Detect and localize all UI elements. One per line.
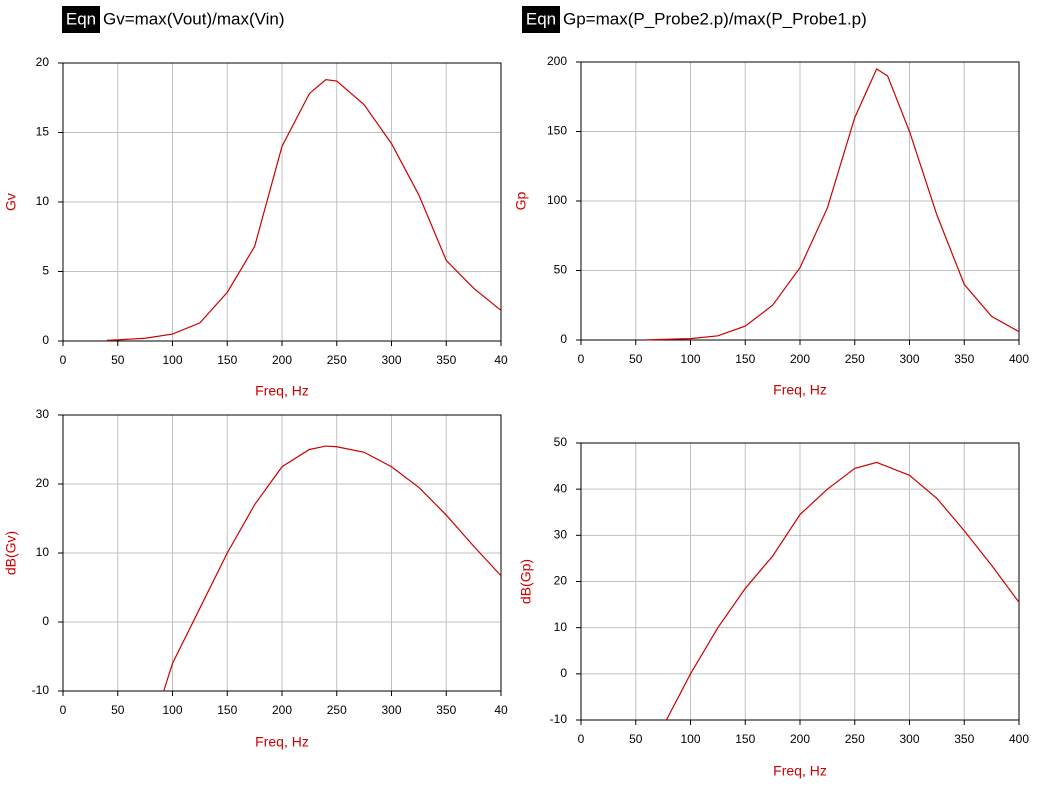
x-tick-label: 100 <box>162 703 182 717</box>
x-axis-label: Freq, Hz <box>773 382 827 398</box>
y-tick-label: 50 <box>554 263 568 277</box>
x-tick-label: 300 <box>381 703 401 717</box>
eqn-tag-box <box>522 6 560 33</box>
plot-frame <box>62 414 502 692</box>
eqn-tag-box <box>62 6 100 33</box>
x-tick-label: 300 <box>381 353 401 367</box>
plot-frame <box>580 61 1020 341</box>
y-tick-label: 15 <box>36 125 50 139</box>
x-tick-label: 150 <box>217 353 237 367</box>
x-tick-label: 50 <box>111 353 125 367</box>
curve <box>646 68 1020 341</box>
y-tick-label: 50 <box>554 435 568 449</box>
x-tick-label: 350 <box>954 732 974 746</box>
x-tick-label: 250 <box>845 352 865 366</box>
x-tick-label: 300 <box>899 732 919 746</box>
x-tick-label: 200 <box>790 732 810 746</box>
y-tick-label: 30 <box>554 528 568 542</box>
x-axis-label: Freq, Hz <box>255 734 309 750</box>
y-tick-label: 10 <box>36 545 50 559</box>
x-tick-label: 100 <box>162 353 182 367</box>
y-tick-label: 0 <box>42 333 49 347</box>
curve <box>163 445 502 692</box>
plot-frame <box>62 62 502 342</box>
x-tick-label: 200 <box>272 353 292 367</box>
y-axis-label: dB(Gp) <box>518 559 534 604</box>
x-tick-label: 400 <box>1009 732 1029 746</box>
y-tick-label: 20 <box>36 55 50 69</box>
y-tick-label: 10 <box>554 620 568 634</box>
x-tick-label: 40 <box>494 703 508 717</box>
y-tick-label: -10 <box>32 683 50 697</box>
x-tick-label: 400 <box>1009 352 1029 366</box>
x-tick-label: 200 <box>272 703 292 717</box>
y-tick-label: 0 <box>560 332 567 346</box>
x-tick-label: 100 <box>680 732 700 746</box>
x-tick-label: 0 <box>60 703 67 717</box>
y-tick-label: 100 <box>547 193 567 207</box>
eqn-tag: Eqn <box>66 9 96 28</box>
x-tick-label: 0 <box>578 732 585 746</box>
y-axis-label: Gv <box>3 193 19 211</box>
y-tick-label: 0 <box>42 614 49 628</box>
equation: Gp=max(P_Probe2.p)/max(P_Probe1.p) <box>563 9 867 28</box>
x-tick-label: 350 <box>436 703 456 717</box>
equation: Gv=max(Vout)/max(Vin) <box>103 9 285 28</box>
x-tick-label: 150 <box>217 703 237 717</box>
x-tick-label: 250 <box>327 703 347 717</box>
x-tick-label: 200 <box>790 352 810 366</box>
y-axis-label: dB(Gv) <box>3 531 19 575</box>
y-axis-label: Gp <box>513 191 529 210</box>
x-tick-label: 350 <box>954 352 974 366</box>
x-tick-label: 250 <box>845 732 865 746</box>
y-tick-label: 0 <box>560 666 567 680</box>
plot-frame <box>580 442 1020 721</box>
y-tick-label: 20 <box>554 574 568 588</box>
x-tick-label: 150 <box>735 352 755 366</box>
x-axis-label: Freq, Hz <box>255 383 309 399</box>
x-tick-label: 0 <box>578 352 585 366</box>
x-tick-label: 250 <box>327 353 347 367</box>
x-tick-label: 50 <box>111 703 125 717</box>
curve <box>106 79 502 341</box>
x-tick-label: 0 <box>60 353 67 367</box>
y-tick-label: 10 <box>36 194 50 208</box>
y-tick-label: 200 <box>547 54 567 68</box>
y-tick-label: 30 <box>36 407 50 421</box>
y-tick-label: 5 <box>42 264 49 278</box>
x-tick-label: 350 <box>436 353 456 367</box>
x-tick-label: 150 <box>735 732 755 746</box>
x-tick-label: 50 <box>629 732 643 746</box>
x-tick-label: 300 <box>899 352 919 366</box>
y-tick-label: -10 <box>550 712 568 726</box>
x-tick-label: 50 <box>629 352 643 366</box>
x-axis-label: Freq, Hz <box>773 763 827 779</box>
y-tick-label: 40 <box>554 481 568 495</box>
y-tick-label: 150 <box>547 124 567 138</box>
eqn-tag: Eqn <box>526 9 556 28</box>
curve <box>665 461 1020 721</box>
x-tick-label: 40 <box>494 353 508 367</box>
x-tick-label: 100 <box>680 352 700 366</box>
y-tick-label: 20 <box>36 476 50 490</box>
